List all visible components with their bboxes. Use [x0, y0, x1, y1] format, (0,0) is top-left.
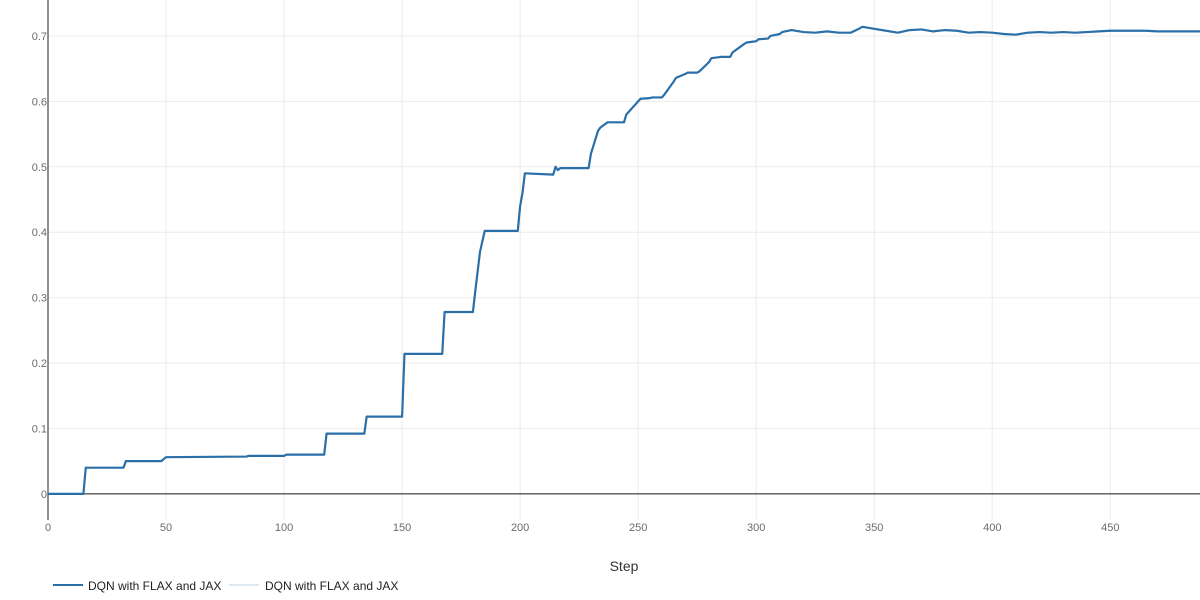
y-tick-label: 0.6 — [32, 96, 47, 108]
y-tick-label: 0 — [41, 489, 47, 501]
y-tick-label: 0.3 — [32, 293, 47, 305]
y-tick-label: 0.5 — [32, 162, 47, 174]
y-tick-label: 0.2 — [32, 358, 47, 370]
series-layer — [48, 25, 1200, 495]
series-line-1[interactable] — [48, 25, 1200, 495]
legend-item-series-1[interactable]: DQN with FLAX and JAX — [53, 579, 221, 593]
axes — [47, 0, 1200, 520]
legend-item-series-2[interactable]: DQN with FLAX and JAX — [229, 579, 398, 593]
legend: DQN with FLAX and JAX DQN with FLAX and … — [53, 579, 398, 593]
legend-label-series-2: DQN with FLAX and JAX — [265, 579, 398, 593]
x-tick-label: 300 — [747, 522, 765, 534]
x-tick-label: 350 — [865, 522, 883, 534]
x-tick-label: 150 — [393, 522, 411, 534]
legend-label-series-1: DQN with FLAX and JAX — [88, 579, 221, 593]
grid — [48, 0, 1200, 520]
x-tick-label: 50 — [160, 522, 172, 534]
x-tick-label: 100 — [275, 522, 293, 534]
tick-labels: 0 50 100 150 200 250 300 350 400 450 0 0.1 0.2 0.3 0.4… — [32, 31, 1120, 534]
y-tick-label: 0.4 — [32, 227, 47, 239]
x-tick-label: 0 — [45, 522, 51, 534]
x-tick-label: 250 — [629, 522, 647, 534]
x-tick-label: 450 — [1101, 522, 1119, 534]
x-axis-title: Step — [610, 558, 639, 574]
y-tick-label: 0.7 — [32, 31, 47, 43]
x-tick-label: 200 — [511, 522, 529, 534]
y-tick-label: 0.1 — [32, 423, 47, 435]
x-tick-label: 400 — [983, 522, 1001, 534]
